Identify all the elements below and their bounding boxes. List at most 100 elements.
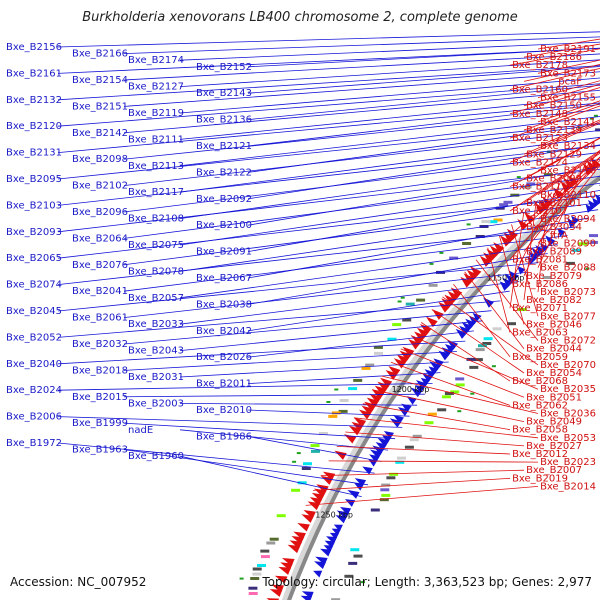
gene-label-left: Bxe_B2142	[72, 128, 128, 139]
gene-label-right: Bxe_B2110	[540, 190, 596, 201]
left-label-connector	[57, 226, 578, 285]
gene-label-left: Bxe_B2033	[128, 319, 184, 330]
right-label-connector	[400, 348, 525, 398]
reverse-gene-mark	[493, 242, 505, 254]
gene-label-right: Bxe_B2186	[526, 52, 582, 63]
left-label-connector	[247, 217, 588, 279]
gene-label-left: Bxe_B2024	[6, 385, 62, 396]
gene-label-right: Bxe_B2107	[512, 206, 568, 217]
gene-label-right: Bxe_B2062	[512, 400, 568, 411]
forward-gene-mark	[320, 548, 332, 557]
right-label-connector	[509, 137, 600, 188]
right-label-connector	[381, 375, 539, 414]
reverse-gene-mark	[393, 358, 406, 369]
right-label-connector	[537, 38, 600, 50]
gene-label-right: Bxe_B2082	[526, 295, 582, 306]
forward-gene-mark	[314, 561, 326, 570]
forward-gene-mark	[333, 524, 343, 532]
forward-gene-mark	[421, 372, 433, 383]
cog-block-left	[507, 322, 516, 326]
right-label-connector	[464, 271, 525, 349]
forward-gene-mark	[397, 406, 410, 417]
cog-block-right	[331, 411, 341, 415]
gene-label-right: Bxe_B2023	[540, 457, 596, 468]
gene-label-left: Bxe_B2108	[128, 214, 184, 225]
gene-label-left: Bxe_B1963	[72, 445, 128, 456]
left-label-connector	[57, 383, 433, 391]
forward-gene-mark	[444, 343, 456, 354]
gene-label-right: ftrA	[550, 230, 568, 241]
forward-gene-mark	[505, 273, 516, 285]
gene-label-left: Bxe_B2121	[196, 141, 252, 152]
gene-label-right: Bxe_B3034	[526, 222, 582, 233]
position-tick-label: 1250 kbp	[315, 510, 353, 519]
gene-label-left: Bxe_B2136	[196, 115, 252, 126]
right-label-connector	[523, 83, 600, 107]
gene-label-left: Bxe_B2120	[6, 121, 62, 132]
left-label-connector	[123, 422, 396, 440]
gene-label-left: Bxe_B2026	[196, 352, 252, 363]
forward-gene-mark	[414, 384, 425, 394]
cog-block-left	[589, 234, 598, 238]
gene-label-left: Bxe_B2127	[128, 82, 184, 93]
gene-label-left: Bxe_B2065	[6, 253, 62, 264]
gene-label-left: Bxe_B2156	[6, 42, 62, 53]
left-label-connector	[123, 129, 600, 186]
cog-block-left	[466, 357, 476, 361]
reverse-gene-mark	[479, 255, 492, 267]
cog-block-right	[250, 577, 260, 580]
gene-label-left: Bxe_B2043	[128, 346, 184, 357]
cog-block-left	[517, 308, 527, 311]
gene-label-left: Bxe_B2052	[6, 332, 62, 343]
cog-block-right	[543, 173, 553, 177]
gene-label-left: Bxe_B2152	[196, 62, 252, 73]
cog-block-left	[348, 561, 358, 565]
forward-gene-mark	[472, 312, 482, 322]
gene-label-right: Bxe_B2070	[540, 360, 596, 371]
gene-label-right: pcaF	[558, 76, 582, 87]
left-label-connector	[57, 416, 403, 428]
forward-gene-mark	[557, 228, 566, 237]
gene-label-right: Bxe_B2071	[512, 303, 568, 314]
cog-block-right	[495, 206, 505, 210]
cog-block-left	[565, 261, 575, 265]
cog-block-right	[353, 378, 363, 382]
right-label-connector	[328, 460, 539, 463]
reverse-gene-mark	[425, 316, 438, 328]
gene-label-left: Bxe_B2161	[6, 68, 62, 79]
left-label-connector	[123, 71, 600, 107]
cog-block-left	[578, 242, 588, 246]
forward-gene-mark	[401, 403, 412, 413]
cog-block-left	[350, 548, 360, 552]
left-label-connector	[57, 300, 501, 338]
right-gene-labels: Bxe_B2191Bxe_B2186Bxe_B2178Bxe_B2173pcaF…	[305, 38, 600, 506]
rna-mark	[589, 117, 594, 120]
gene-label-left: Bxe_B2117	[128, 187, 184, 198]
left-label-connector	[123, 351, 457, 371]
gene-label-right: Bxe_B2012	[512, 449, 568, 460]
cog-block-right	[297, 481, 307, 485]
rna-mark	[361, 581, 365, 584]
gene-label-right: Bxe_B2123	[512, 133, 568, 144]
left-label-connector	[179, 403, 418, 406]
right-label-connector	[511, 224, 539, 317]
forward-gene-mark	[465, 318, 476, 329]
gene-label-left: Bxe_B2064	[72, 233, 128, 244]
right-label-connector	[537, 119, 600, 147]
reverse-gene-mark	[385, 369, 398, 380]
cog-block-right	[266, 541, 276, 545]
reverse-gene-mark	[438, 301, 450, 313]
reverse-gene-mark	[301, 514, 314, 523]
right-label-connector	[475, 259, 539, 341]
gene-label-left: Bxe_B2111	[128, 134, 184, 145]
gene-label-right: Bxe_B2099	[526, 174, 582, 185]
right-label-connector	[453, 284, 511, 358]
right-label-connector	[390, 361, 511, 406]
left-label-connector	[123, 202, 600, 266]
cog-block-left	[386, 476, 396, 480]
right-label-connector	[523, 64, 600, 82]
cog-block-left	[444, 392, 454, 395]
cog-block-right	[361, 366, 371, 370]
cog-block-right	[428, 283, 438, 287]
reverse-gene-mark	[399, 350, 412, 361]
